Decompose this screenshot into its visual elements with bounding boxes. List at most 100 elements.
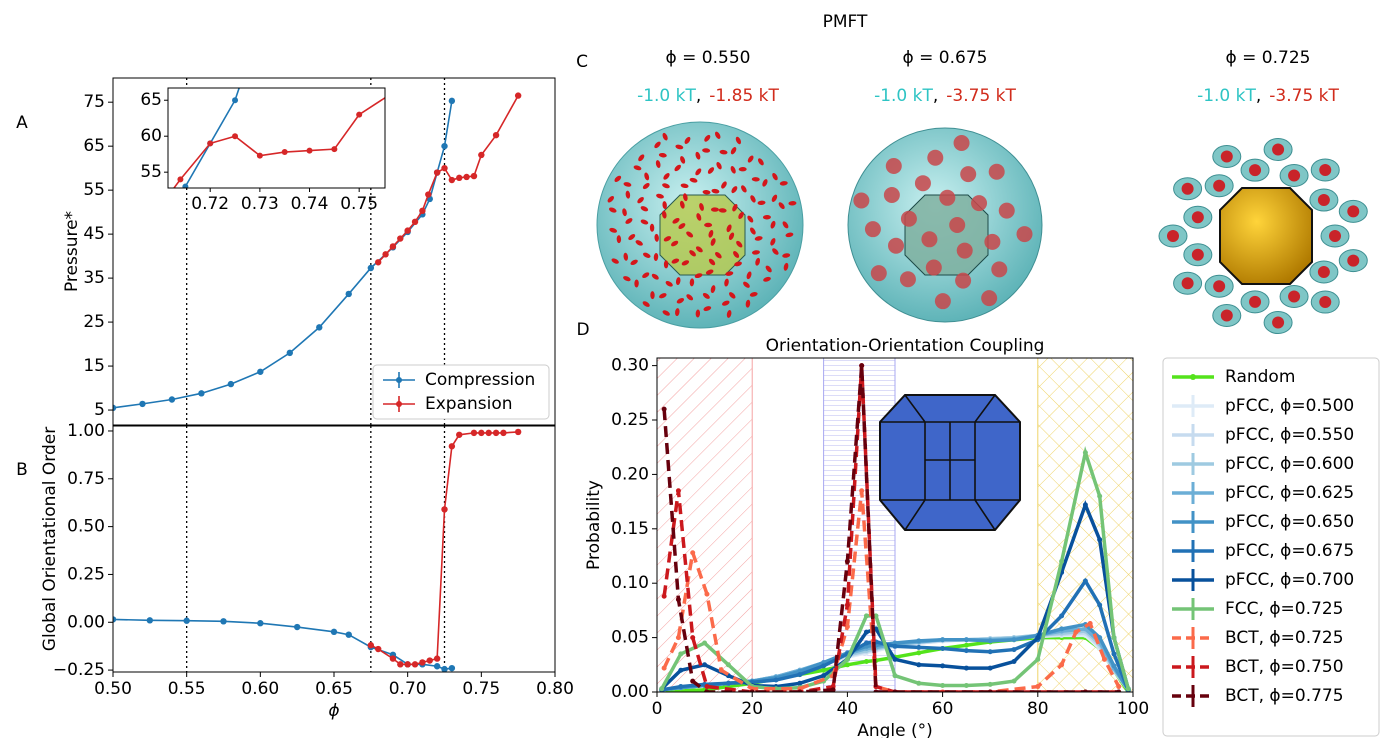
particle-edges bbox=[880, 394, 1020, 531]
data-point bbox=[916, 662, 922, 668]
y-tick-label: 65 bbox=[83, 136, 105, 156]
pmft-blob bbox=[653, 253, 659, 262]
data-point bbox=[257, 23, 263, 29]
x-tick-label: 100 bbox=[1117, 699, 1149, 719]
data-point bbox=[182, 183, 189, 188]
pmft-blob bbox=[622, 208, 627, 217]
pmft-lobe-core bbox=[1288, 169, 1301, 182]
pmft-blob bbox=[899, 271, 916, 288]
pmft-blob bbox=[998, 202, 1015, 219]
pmft-blob bbox=[694, 273, 703, 279]
pmft-blob bbox=[747, 215, 754, 223]
data-point bbox=[404, 227, 411, 234]
legend-swatch bbox=[1190, 374, 1196, 380]
data-point bbox=[404, 661, 411, 668]
pmft-blob bbox=[662, 183, 670, 189]
pmft-blob bbox=[726, 309, 732, 318]
legend-box bbox=[1162, 357, 1380, 737]
pmft-blob bbox=[635, 240, 643, 246]
x-tick-label: 0.80 bbox=[536, 679, 574, 699]
iso-sep: , bbox=[933, 86, 938, 106]
pmft-blob bbox=[640, 206, 649, 212]
data-point bbox=[892, 689, 898, 692]
pmft-blob bbox=[662, 310, 670, 316]
pmft-lobe-core bbox=[1329, 230, 1341, 242]
pmft-blob bbox=[721, 181, 727, 189]
pmft-blob bbox=[689, 278, 695, 287]
legend-label: pFCC, ϕ=0.550 bbox=[1225, 425, 1354, 445]
iso-red: -3.75 kT bbox=[946, 86, 1016, 106]
data-point bbox=[158, 203, 164, 209]
y-tick-label: −0.25 bbox=[53, 660, 105, 680]
data-point bbox=[456, 174, 463, 182]
inset-frame bbox=[167, 87, 386, 189]
data-point bbox=[987, 665, 993, 671]
data-point bbox=[1111, 635, 1117, 641]
y-tick-label: 35 bbox=[83, 268, 105, 288]
pmft-blob bbox=[686, 294, 694, 301]
data-point bbox=[411, 218, 419, 226]
panel-label: A bbox=[16, 113, 28, 133]
iso-cyan: -1.0 kT bbox=[1197, 86, 1256, 106]
pmft-blob bbox=[695, 309, 701, 318]
legend-label: pFCC, ϕ=0.700 bbox=[1225, 570, 1354, 590]
legend-label: pFCC, ϕ=0.650 bbox=[1225, 512, 1354, 532]
data-point bbox=[1116, 684, 1122, 690]
pmft-blob bbox=[702, 189, 711, 195]
x-axis-label: Angle (°) bbox=[857, 721, 933, 738]
data-point bbox=[492, 429, 500, 437]
data-point bbox=[702, 662, 708, 668]
pmft-renderings bbox=[596, 121, 1368, 335]
pmft-blob bbox=[630, 259, 638, 266]
pmft-blob bbox=[708, 258, 716, 266]
data-point bbox=[675, 488, 681, 494]
axes-frame bbox=[112, 425, 556, 673]
data-point bbox=[821, 667, 827, 673]
data-point bbox=[133, 221, 139, 227]
y-tick-label: 45 bbox=[83, 224, 105, 244]
pmft-blob bbox=[663, 173, 670, 180]
pmft-blob bbox=[625, 190, 631, 199]
pmft-blob bbox=[738, 211, 744, 220]
data-point bbox=[916, 680, 922, 686]
series-line bbox=[662, 365, 1119, 692]
data-point bbox=[426, 657, 433, 664]
pmft-lobe-core bbox=[1181, 277, 1194, 290]
pmft-lobe-core bbox=[1272, 143, 1285, 156]
data-point bbox=[659, 686, 665, 692]
data-point bbox=[863, 640, 869, 646]
data-point bbox=[485, 429, 492, 437]
data-point bbox=[675, 635, 681, 641]
pmft-blob bbox=[634, 279, 639, 288]
pmft-blob bbox=[953, 134, 970, 151]
pmft-blob bbox=[707, 167, 715, 174]
data-point bbox=[1035, 635, 1041, 641]
pmft-blob bbox=[785, 232, 794, 238]
pmft-blob bbox=[728, 232, 735, 240]
pmft-lobe-core bbox=[1272, 316, 1285, 329]
data-point bbox=[725, 662, 731, 668]
pmft-lobe-core bbox=[1249, 295, 1262, 308]
data-point bbox=[690, 550, 696, 556]
pmft-blob bbox=[747, 155, 754, 163]
data-point bbox=[987, 649, 993, 655]
chart-title: Orientation-Orientation Coupling bbox=[766, 336, 1045, 356]
data-point bbox=[873, 613, 879, 619]
pmft-blob bbox=[732, 204, 738, 212]
pmft-blob bbox=[643, 252, 651, 258]
data-point bbox=[433, 655, 441, 662]
data-point bbox=[425, 191, 432, 198]
x-tick-label: 0 bbox=[652, 699, 663, 719]
pmft-blob bbox=[710, 238, 716, 246]
y-axis-label: Pressure* bbox=[62, 211, 82, 292]
pmft-blob bbox=[710, 207, 719, 212]
data-point bbox=[441, 142, 448, 150]
data-point bbox=[940, 645, 946, 651]
pmft-lobe-core bbox=[1191, 248, 1204, 261]
pmft-blob bbox=[623, 182, 632, 187]
data-point bbox=[690, 678, 696, 684]
data-point bbox=[441, 506, 448, 513]
x-tick-label: 0.50 bbox=[94, 679, 132, 699]
pmft-blob bbox=[704, 222, 713, 228]
data-point bbox=[678, 684, 684, 690]
